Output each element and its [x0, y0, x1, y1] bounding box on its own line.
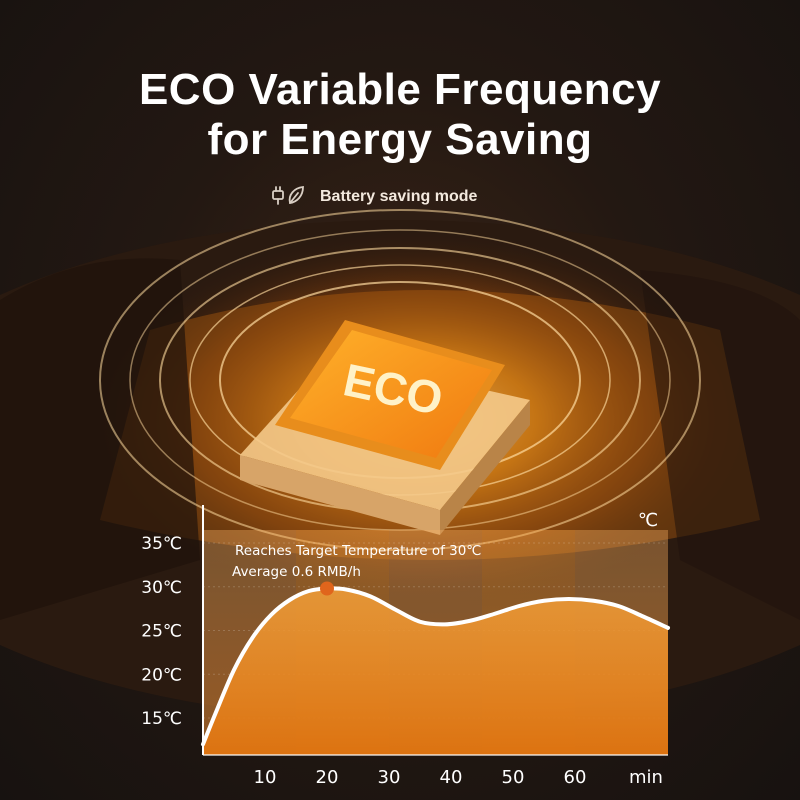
y-tick-label: 20℃ [141, 665, 182, 685]
y-tick-label: 35℃ [141, 534, 182, 554]
y-tick-label: 15℃ [141, 709, 182, 729]
y-tick-label: 25℃ [141, 622, 182, 642]
x-tick-labels: 10 20 30 40 50 60 [254, 767, 587, 788]
y-tick-labels: 15℃ 20℃ 25℃ 30℃ 35℃ [141, 534, 182, 729]
x-unit-label: min [629, 767, 663, 788]
annotation-line1: Reaches Target Temperature of 30℃ [235, 543, 481, 559]
title-line-2: for Energy Saving [207, 115, 593, 164]
eco-chip: ECO [240, 320, 530, 535]
target-marker [320, 581, 334, 596]
annotation-line2: Average 0.6 RMB/h [232, 564, 361, 580]
x-tick-label: 40 [440, 767, 463, 788]
temperature-chart: 15℃ 20℃ 25℃ 30℃ 35℃ 10 20 30 40 50 60 ℃ min Reach… [141, 505, 670, 788]
y-unit-label: ℃ [638, 510, 658, 531]
plug-leaf-icon [270, 183, 306, 211]
battery-mode-label: Battery saving mode [320, 188, 478, 205]
x-tick-label: 10 [254, 767, 277, 788]
x-tick-label: 50 [502, 767, 525, 788]
x-tick-label: 30 [378, 767, 401, 788]
x-tick-label: 60 [564, 767, 587, 788]
temperature-curve [201, 586, 670, 747]
x-tick-label: 20 [316, 767, 339, 788]
temperature-area [203, 588, 668, 755]
title-line-1: ECO Variable Frequency [138, 65, 662, 114]
battery-mode-row: Battery saving mode [270, 184, 477, 210]
y-tick-label: 30℃ [141, 578, 182, 598]
